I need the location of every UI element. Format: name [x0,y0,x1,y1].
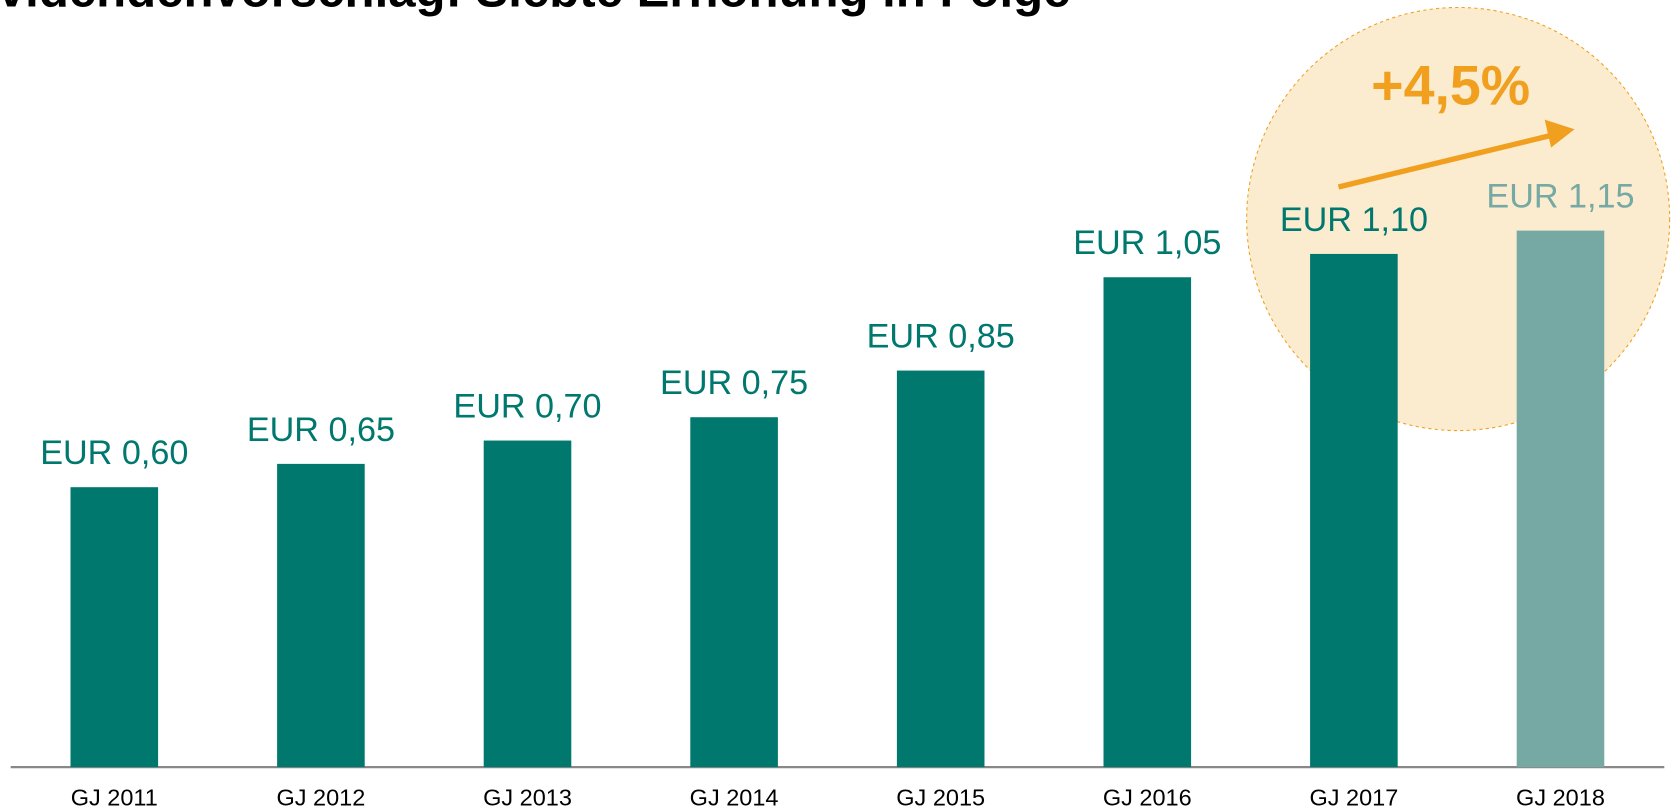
value-label: EUR 0,60 [40,434,188,472]
bar [1103,277,1192,768]
bar [896,370,985,768]
x-tick-label: GJ 2011 [71,784,158,810]
value-label: EUR 0,85 [867,318,1015,356]
x-tick-label: GJ 2018 [1516,784,1605,810]
value-label: EUR 0,65 [247,411,395,449]
x-tick-label: GJ 2015 [896,784,985,810]
x-tick-label: GJ 2012 [276,784,365,810]
bar [1516,230,1605,768]
bar [483,440,572,768]
chart-title: Dividendenvorschlag: Siebte Erhöhung in … [0,0,1070,18]
value-label: EUR 1,05 [1073,224,1221,262]
bar [70,487,159,768]
x-tick-label: GJ 2016 [1103,784,1192,810]
arrow-head [1544,119,1575,148]
growth-arrow [1337,132,1555,190]
x-tick-label: GJ 2013 [483,784,572,810]
value-label: EUR 0,75 [660,364,808,402]
bar [1310,253,1398,768]
value-label: EUR 0,70 [453,388,601,426]
bar [277,463,365,768]
value-label: EUR 1,15 [1486,178,1634,216]
x-tick-label: GJ 2017 [1309,784,1398,810]
value-label: EUR 1,10 [1280,201,1428,239]
bar [690,417,778,768]
annotation: +4,5% [1371,54,1530,116]
x-tick-label: GJ 2014 [690,784,779,810]
